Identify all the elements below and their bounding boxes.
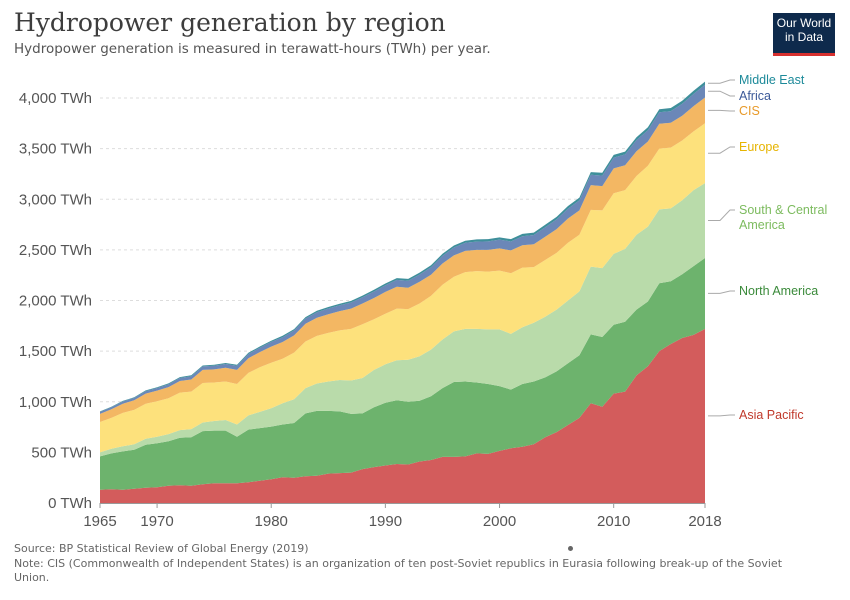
x-tick-label: 1970 xyxy=(140,513,173,530)
area-asia-pacific[interactable] xyxy=(100,328,705,503)
area-europe[interactable] xyxy=(100,123,705,453)
logo-line-1: Our World xyxy=(776,16,832,30)
legend-connector xyxy=(708,209,735,221)
y-tick-label: 2,000 TWh xyxy=(19,293,92,310)
legend-label-north-america[interactable]: North America xyxy=(739,284,818,298)
area-south-central-america[interactable] xyxy=(100,183,705,457)
chart-subtitle: Hydropower generation is measured in ter… xyxy=(14,41,491,57)
x-tick-label: 1990 xyxy=(369,513,402,530)
x-tick-label: 2000 xyxy=(483,513,516,530)
x-tick-label: 1980 xyxy=(255,513,288,530)
legend-label-africa[interactable]: Africa xyxy=(739,89,771,103)
x-tick-label: 2010 xyxy=(597,513,630,530)
y-tick-label: 500 TWh xyxy=(31,444,92,461)
area-north-america[interactable] xyxy=(100,258,705,490)
y-tick-label: 3,500 TWh xyxy=(19,141,92,158)
legend-label-middle-east[interactable]: Middle East xyxy=(739,73,805,87)
owid-logo[interactable]: Our World in Data xyxy=(773,13,835,56)
y-tick-label: 4,000 TWh xyxy=(19,90,92,107)
legend-label-cis[interactable]: CIS xyxy=(739,104,760,118)
info-dot xyxy=(568,546,573,551)
logo-line-2: in Data xyxy=(784,30,824,44)
legend-label-south-central-america[interactable]: South & Central xyxy=(739,203,827,217)
y-tick-label: 1,000 TWh xyxy=(19,394,92,411)
legend-label-asia-pacific[interactable]: Asia Pacific xyxy=(739,408,804,422)
chart-title: Hydropower generation by region xyxy=(14,8,446,37)
legend-connector xyxy=(708,79,735,84)
y-tick-label: 0 TWh xyxy=(48,495,92,512)
y-tick-label: 3,000 TWh xyxy=(19,191,92,208)
y-tick-label: 1,500 TWh xyxy=(19,343,92,360)
legend-connector xyxy=(708,109,735,112)
legend-connector xyxy=(708,90,735,97)
legend-connector xyxy=(708,146,735,154)
y-tick-label: 2,500 TWh xyxy=(19,242,92,259)
x-tick-label: 1965 xyxy=(83,513,116,530)
legend-label-south-central-america-line2[interactable]: America xyxy=(739,218,785,232)
x-tick-label: 2018 xyxy=(688,513,721,530)
legend-label-europe[interactable]: Europe xyxy=(739,140,779,154)
legend-connector xyxy=(708,290,735,294)
source-text: Source: BP Statistical Review of Global … xyxy=(14,542,309,555)
legend-connector xyxy=(708,414,735,417)
note-text: Note: CIS (Commonwealth of Independent S… xyxy=(14,557,783,584)
